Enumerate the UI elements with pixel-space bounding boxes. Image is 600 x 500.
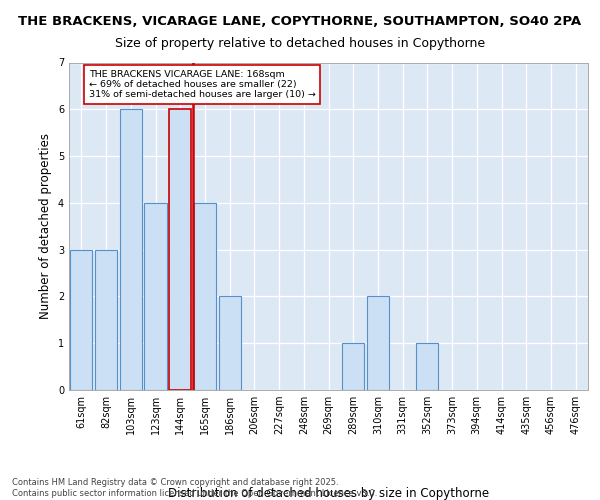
Bar [218,296,241,390]
Bar [119,110,142,390]
Text: Size of property relative to detached houses in Copythorne: Size of property relative to detached ho… [115,38,485,51]
Bar [145,203,167,390]
Y-axis label: Number of detached properties: Number of detached properties [40,133,52,320]
Bar [416,343,439,390]
Text: THE BRACKENS, VICARAGE LANE, COPYTHORNE, SOUTHAMPTON, SO40 2PA: THE BRACKENS, VICARAGE LANE, COPYTHORNE,… [19,15,581,28]
X-axis label: Distribution of detached houses by size in Copythorne: Distribution of detached houses by size … [168,487,489,500]
Bar [169,110,191,390]
Bar [342,343,364,390]
Text: THE BRACKENS VICARAGE LANE: 168sqm
← 69% of detached houses are smaller (22)
31%: THE BRACKENS VICARAGE LANE: 168sqm ← 69%… [89,70,316,100]
Bar [194,203,216,390]
Bar [95,250,117,390]
Bar [70,250,92,390]
Bar [367,296,389,390]
Text: Contains HM Land Registry data © Crown copyright and database right 2025.
Contai: Contains HM Land Registry data © Crown c… [12,478,377,498]
